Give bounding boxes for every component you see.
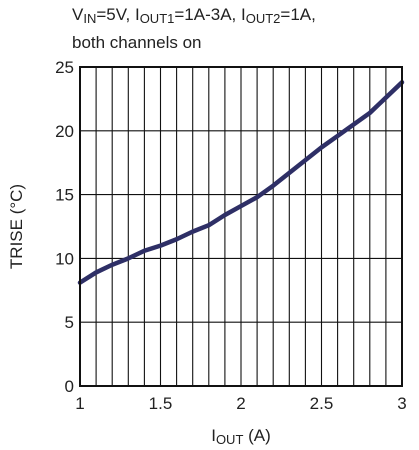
x-axis-label: IOUT (A) xyxy=(211,426,271,447)
y-tick-label: 5 xyxy=(65,313,74,332)
x-tick-label: 1 xyxy=(75,394,84,413)
y-tick-labels: 0 5 10 15 20 25 xyxy=(55,58,74,396)
y-axis-label: TRISE (°C) xyxy=(7,184,26,269)
x-tick-label: 3 xyxy=(397,394,406,413)
y-tick-label: 15 xyxy=(55,186,74,205)
y-tick-label: 25 xyxy=(55,58,74,77)
x-tick-label: 1.5 xyxy=(149,394,173,413)
x-tick-label: 2.5 xyxy=(310,394,334,413)
grid xyxy=(80,67,402,386)
x-tick-labels: 1 1.5 2 2.5 3 xyxy=(75,394,406,413)
chart-title-line-1: VIN=5V, IOUT1=1A-3A, IOUT2=1A, xyxy=(72,5,316,26)
plot-frame xyxy=(79,66,403,387)
x-axis-label-text: IOUT (A) xyxy=(211,426,271,447)
y-tick-label: 20 xyxy=(55,122,74,141)
y-tick-label: 0 xyxy=(65,377,74,396)
series-line xyxy=(77,80,405,285)
chart-title-line-2: both channels on xyxy=(72,33,202,52)
y-tick-label: 10 xyxy=(55,249,74,268)
chart-title: VIN=5V, IOUT1=1A-3A, IOUT2=1A, both chann… xyxy=(72,5,316,52)
x-tick-label: 2 xyxy=(236,394,245,413)
